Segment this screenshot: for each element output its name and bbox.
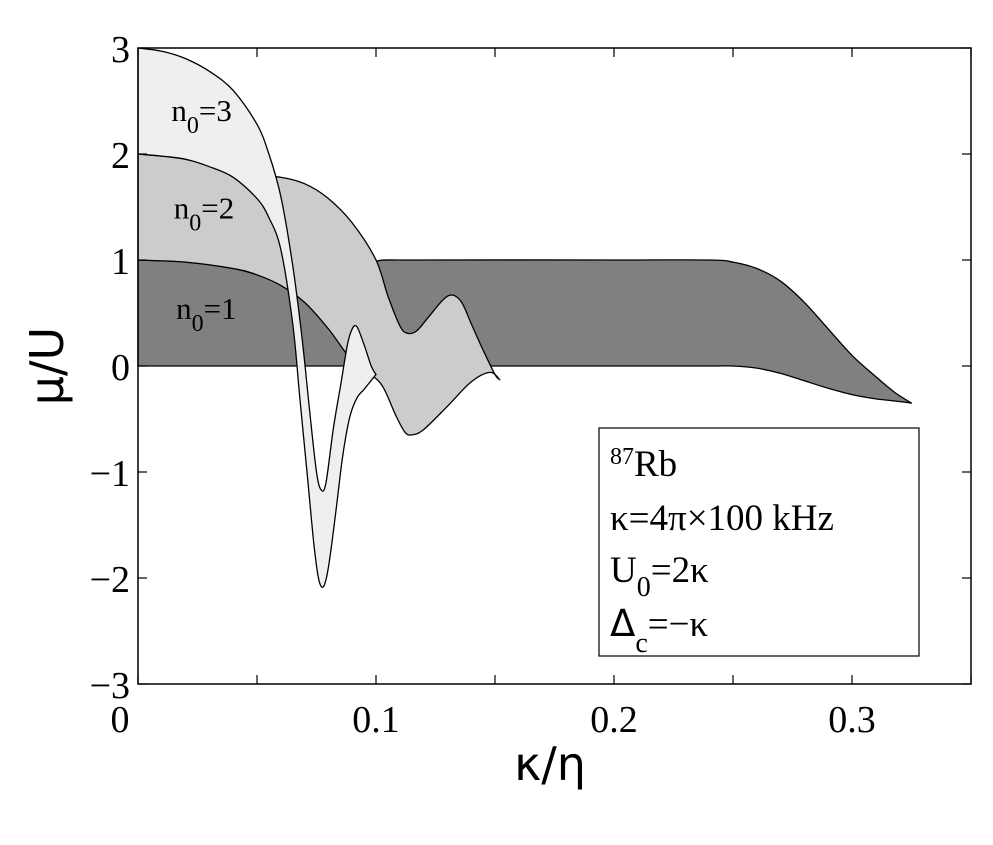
y-axis-title: μ/U — [20, 327, 74, 405]
x-axis-title: κ/η — [514, 737, 586, 791]
curve-labels: n0=1 n0=2 n0=3 — [171, 93, 236, 337]
region-n0-3 — [137, 47, 377, 588]
x-tick-label: 0 — [111, 699, 130, 741]
y-tick-labels: 3 2 1 0 −1 −2 −3 — [90, 29, 130, 707]
x-tick-label: 0.3 — [828, 699, 876, 741]
legend-u0-rest: =2κ — [651, 550, 709, 591]
region-n0-2 — [137, 153, 501, 436]
legend-delta-rest: =−κ — [648, 604, 709, 645]
curve-label-n0-1: n0=1 — [176, 291, 236, 337]
legend-line-delta: Δc=−κ — [610, 602, 708, 659]
legend-mass-number: 87 — [610, 444, 634, 470]
legend-delta-sub: c — [635, 628, 647, 659]
legend-element: Rb — [634, 444, 677, 485]
x-tick-labels: 0 0.1 0.2 0.3 — [111, 699, 876, 741]
y-tick-label: −1 — [90, 453, 130, 495]
curve-label-n0-2: n0=2 — [174, 190, 234, 236]
y-tick-label: 1 — [111, 241, 130, 283]
y-tick-label: 3 — [111, 29, 130, 71]
x-tick-label: 0.2 — [590, 699, 638, 741]
y-tick-label: 0 — [111, 347, 130, 389]
legend-box: 87Rb κ=4π×100 kHz U0=2κ Δc=−κ — [598, 427, 920, 659]
region-n0-1 — [137, 259, 913, 404]
y-tick-label: −3 — [90, 665, 130, 707]
chart-regions — [137, 47, 913, 588]
legend-line-element: 87Rb — [610, 444, 677, 485]
axis-ticks — [137, 47, 972, 685]
y-tick-label: 2 — [111, 135, 130, 177]
y-tick-label: −2 — [90, 559, 130, 601]
curve-label-n0-3: n0=3 — [171, 93, 231, 139]
legend-line-u0: U0=2κ — [610, 550, 709, 603]
legend-u0-main: U — [610, 550, 637, 591]
legend-delta-main: Δ — [610, 602, 635, 645]
legend-u0-sub: 0 — [637, 572, 651, 603]
legend-line-kappa: κ=4π×100 kHz — [610, 498, 834, 539]
legend-frame — [598, 427, 920, 657]
x-tick-label: 0.1 — [352, 699, 400, 741]
